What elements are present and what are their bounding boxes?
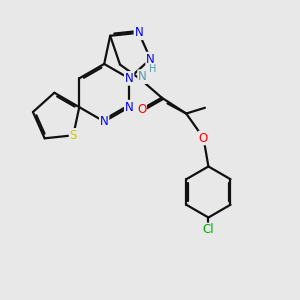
Text: N: N [138,70,147,83]
Text: N: N [100,115,109,128]
Text: N: N [125,100,134,114]
Text: H: H [148,64,156,74]
Text: O: O [199,131,208,145]
Text: Cl: Cl [202,224,214,236]
Text: N: N [134,26,143,39]
Text: O: O [137,103,146,116]
Text: N: N [125,72,134,85]
Text: N: N [146,52,155,66]
Text: S: S [70,129,77,142]
